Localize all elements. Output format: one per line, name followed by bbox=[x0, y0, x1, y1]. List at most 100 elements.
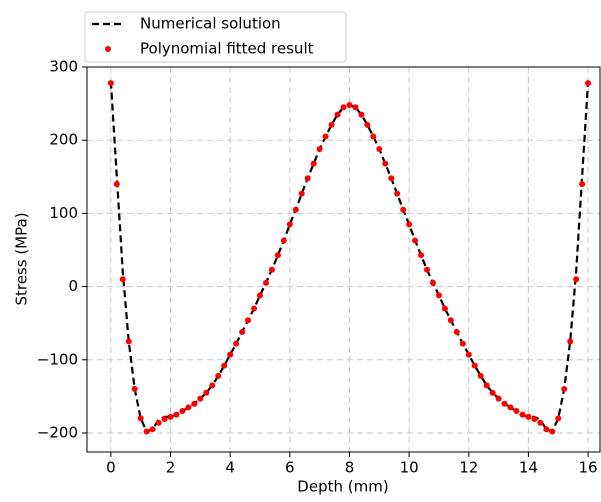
data-point bbox=[447, 317, 454, 324]
data-point bbox=[137, 415, 144, 422]
data-point bbox=[268, 266, 275, 273]
data-point bbox=[346, 102, 353, 109]
data-point bbox=[573, 276, 580, 283]
data-point bbox=[316, 145, 323, 152]
data-point bbox=[197, 395, 204, 402]
data-point bbox=[453, 328, 460, 335]
x-tick-label: 2 bbox=[166, 459, 176, 477]
data-point bbox=[280, 237, 287, 244]
data-point bbox=[143, 428, 150, 435]
data-point bbox=[322, 133, 329, 140]
data-point bbox=[191, 400, 198, 407]
x-tick-label: 16 bbox=[579, 459, 598, 477]
data-point bbox=[561, 386, 568, 393]
data-point bbox=[292, 206, 299, 213]
data-point bbox=[489, 389, 496, 396]
data-point bbox=[227, 351, 234, 358]
data-point bbox=[567, 338, 574, 345]
data-point bbox=[155, 419, 162, 426]
data-point bbox=[310, 160, 317, 167]
x-tick-label: 4 bbox=[225, 459, 235, 477]
data-point bbox=[370, 133, 377, 140]
data-point bbox=[113, 181, 120, 188]
data-point bbox=[125, 338, 132, 345]
data-point bbox=[501, 400, 508, 407]
y-tick-label: 300 bbox=[49, 58, 78, 76]
data-point bbox=[495, 395, 502, 402]
legend-box bbox=[84, 11, 347, 63]
data-point bbox=[376, 145, 383, 152]
data-point bbox=[334, 111, 341, 118]
data-point bbox=[388, 175, 395, 182]
x-tick-label: 0 bbox=[106, 459, 116, 477]
data-point bbox=[585, 80, 592, 87]
data-point bbox=[149, 426, 156, 433]
y-tick-label: 200 bbox=[49, 131, 78, 149]
data-point bbox=[549, 428, 556, 435]
data-point bbox=[394, 190, 401, 197]
data-point bbox=[358, 111, 365, 118]
data-point bbox=[507, 404, 514, 411]
data-point bbox=[519, 411, 526, 418]
data-point bbox=[406, 221, 413, 228]
x-tick-label: 6 bbox=[285, 459, 295, 477]
data-point bbox=[531, 416, 538, 423]
data-point bbox=[543, 426, 550, 433]
data-point bbox=[173, 411, 180, 418]
data-point bbox=[412, 237, 419, 244]
data-point bbox=[221, 362, 228, 369]
data-point bbox=[215, 372, 222, 379]
plot-frame bbox=[86, 66, 601, 453]
data-point bbox=[364, 121, 371, 128]
data-point bbox=[579, 181, 586, 188]
y-tick-label: 0 bbox=[68, 277, 78, 295]
data-point bbox=[537, 419, 544, 426]
x-tick-label: 14 bbox=[519, 459, 538, 477]
data-point bbox=[233, 340, 240, 347]
data-point bbox=[239, 328, 246, 335]
data-point bbox=[477, 372, 484, 379]
legend-label: Numerical solution bbox=[140, 15, 281, 33]
data-point bbox=[513, 408, 520, 415]
data-point bbox=[441, 305, 448, 312]
data-point bbox=[185, 404, 192, 411]
data-point bbox=[483, 382, 490, 389]
data-point bbox=[400, 206, 407, 213]
x-axis-label: Depth (mm) bbox=[297, 478, 388, 496]
data-point bbox=[167, 413, 174, 420]
data-point bbox=[382, 160, 389, 167]
legend-label: Polynomial fitted result bbox=[140, 40, 314, 58]
data-point bbox=[209, 382, 216, 389]
x-tick-label: 8 bbox=[345, 459, 355, 477]
y-tick-label: −200 bbox=[37, 423, 78, 441]
data-point bbox=[256, 292, 263, 299]
data-point bbox=[459, 340, 466, 347]
x-tick-label: 10 bbox=[400, 459, 419, 477]
data-point bbox=[328, 121, 335, 128]
data-point bbox=[131, 386, 138, 393]
data-point bbox=[429, 279, 436, 286]
data-point bbox=[251, 305, 258, 312]
data-point bbox=[435, 292, 442, 299]
data-point bbox=[471, 362, 478, 369]
data-point bbox=[107, 80, 114, 87]
data-point bbox=[465, 351, 472, 358]
data-point bbox=[424, 266, 431, 273]
data-point bbox=[245, 317, 252, 324]
y-tick-label: −100 bbox=[37, 350, 78, 368]
x-tick-label: 12 bbox=[459, 459, 478, 477]
data-point bbox=[262, 279, 269, 286]
data-point bbox=[525, 413, 532, 420]
data-point bbox=[304, 175, 311, 182]
y-axis-label: Stress (MPa) bbox=[13, 212, 31, 305]
data-point bbox=[555, 415, 562, 422]
y-tick-label: 100 bbox=[49, 204, 78, 222]
data-point bbox=[298, 190, 305, 197]
data-point bbox=[119, 276, 126, 283]
data-point bbox=[352, 104, 359, 111]
data-point bbox=[286, 221, 293, 228]
data-point bbox=[274, 252, 281, 259]
data-point bbox=[161, 416, 168, 423]
data-point bbox=[203, 389, 210, 396]
